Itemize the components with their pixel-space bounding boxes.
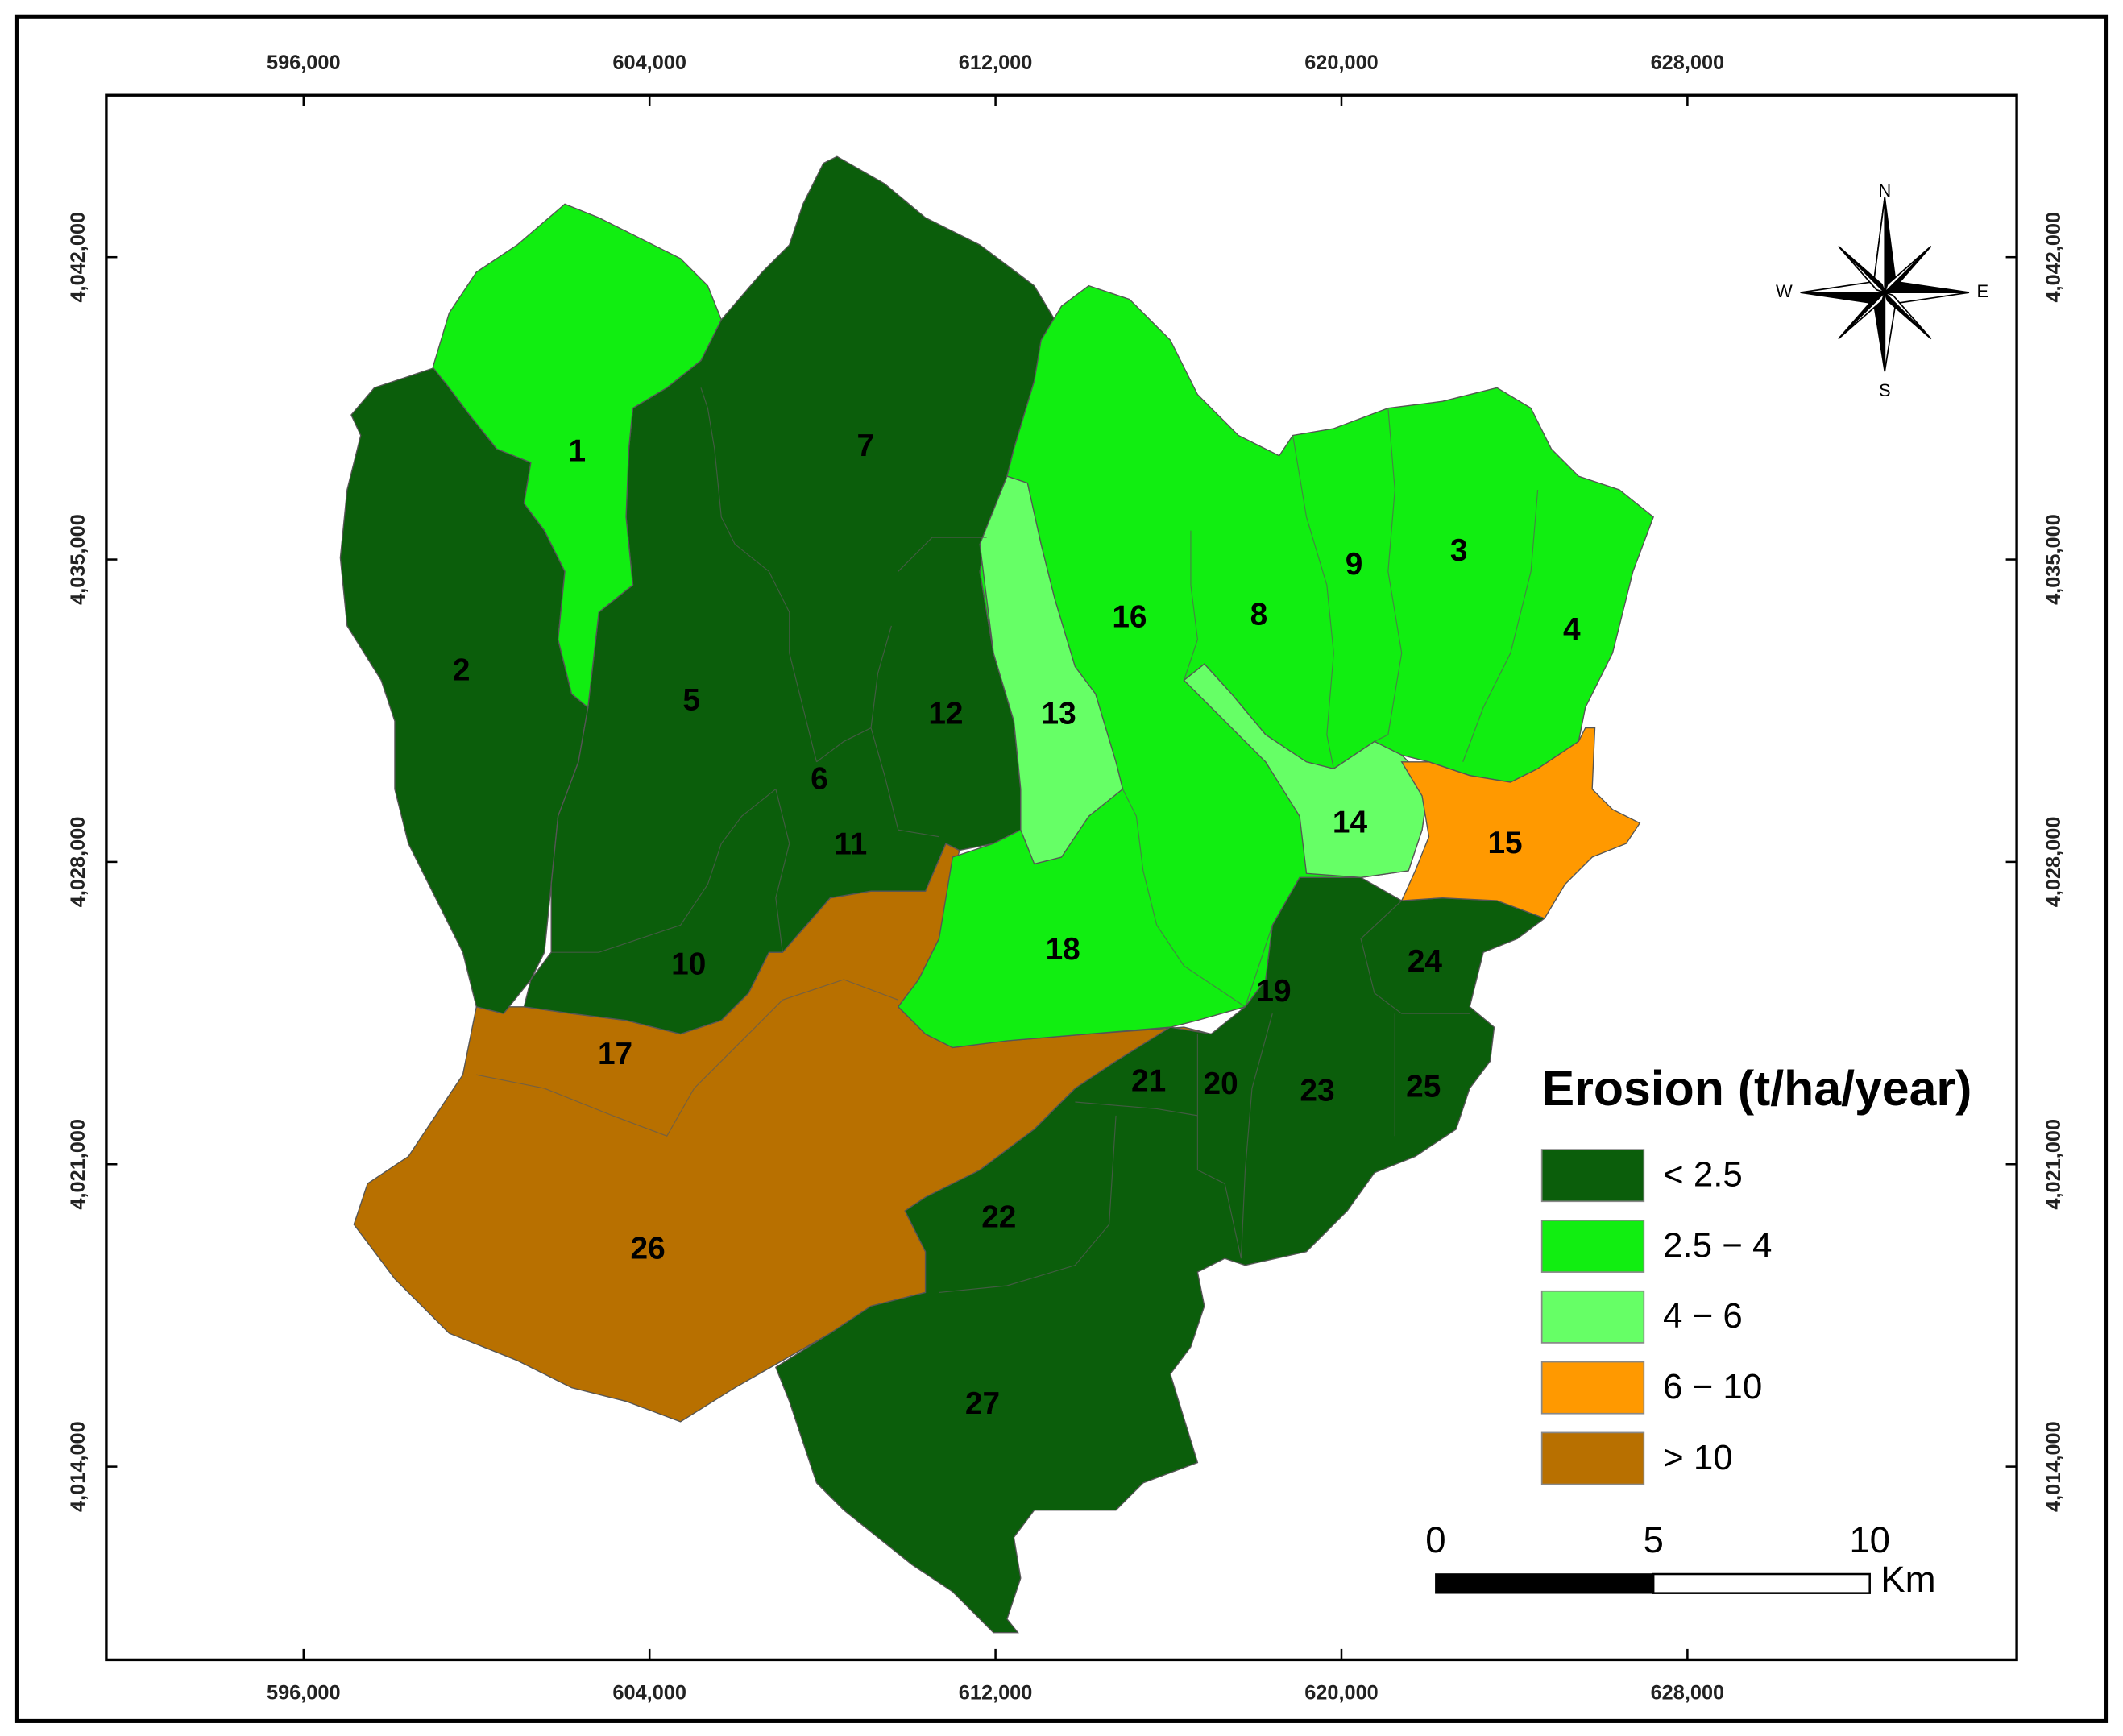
subbasin-label: 13 xyxy=(1042,697,1076,731)
compass-e: E xyxy=(1977,281,1989,301)
legend-label: 2.5 − 4 xyxy=(1663,1225,1773,1265)
subbasin-label: 17 xyxy=(598,1037,632,1071)
subbasin-label: 10 xyxy=(671,947,706,981)
subbasin-label: 27 xyxy=(965,1386,1000,1421)
region xyxy=(1400,727,1641,919)
x-tick-label: 604,000 xyxy=(612,52,686,74)
legend-title: Erosion (t/ha/year) xyxy=(1542,1061,1972,1116)
subbasin-label: 12 xyxy=(928,697,963,731)
subbasin-label: 6 xyxy=(811,762,828,797)
compass-w: W xyxy=(1776,281,1793,301)
x-tick-label: 628,000 xyxy=(1651,52,1725,74)
compass-n: N xyxy=(1878,180,1891,201)
legend-label: 4 − 6 xyxy=(1663,1296,1743,1336)
subbasin-label: 5 xyxy=(682,683,700,718)
legend-swatch xyxy=(1540,1290,1645,1344)
subbasin-label: 9 xyxy=(1346,547,1363,582)
compass: N S E W xyxy=(1776,180,1988,400)
subbasin-label: 20 xyxy=(1203,1067,1238,1101)
subbasin-label: 26 xyxy=(630,1231,665,1266)
y-tick-label: 4,028,000 xyxy=(2042,817,2065,908)
y-tick-label: 4,042,000 xyxy=(67,212,89,303)
subbasin-label: 24 xyxy=(1408,944,1443,979)
y-tick-label: 4,014,000 xyxy=(2042,1421,2065,1512)
scale-label: 5 xyxy=(1643,1519,1663,1560)
subbasin-label: 14 xyxy=(1333,806,1368,840)
x-tick-label: 620,000 xyxy=(1304,1681,1379,1704)
subbasin-label: 3 xyxy=(1450,533,1468,568)
legend-swatch xyxy=(1540,1361,1645,1415)
y-tick-label: 4,014,000 xyxy=(67,1421,89,1512)
subbasin-label: 21 xyxy=(1131,1064,1166,1099)
map-frame xyxy=(105,93,2018,1662)
x-tick-label: 612,000 xyxy=(959,52,1033,74)
legend: < 2.5 2.5 − 4 4 − 6 6 − 10 > 10 xyxy=(1540,1149,1773,1485)
legend-label: > 10 xyxy=(1663,1438,1733,1477)
subbasins xyxy=(339,155,1654,1634)
subbasin-label: 8 xyxy=(1250,597,1268,632)
legend-swatch xyxy=(1540,1149,1645,1203)
subbasin-label: 4 xyxy=(1563,612,1581,647)
subbasin-label: 22 xyxy=(981,1199,1016,1234)
region xyxy=(523,155,1055,1035)
subbasin-label: 25 xyxy=(1406,1069,1441,1104)
scale-label: 10 xyxy=(1849,1519,1890,1560)
legend-label: < 2.5 xyxy=(1663,1154,1743,1194)
scale-label: 0 xyxy=(1425,1519,1445,1560)
subbasin-label: 23 xyxy=(1300,1073,1334,1108)
subbasin-label: 19 xyxy=(1256,974,1291,1009)
scale-unit: Km xyxy=(1880,1559,1935,1600)
legend-swatch xyxy=(1540,1431,1645,1485)
y-tick-label: 4,035,000 xyxy=(2042,514,2065,605)
y-tick-label: 4,021,000 xyxy=(67,1119,89,1210)
region xyxy=(432,203,723,709)
y-tick-label: 4,042,000 xyxy=(2042,212,2065,303)
boundary xyxy=(476,387,1539,1294)
subbasin-label: 2 xyxy=(453,653,471,688)
x-tick-label: 612,000 xyxy=(959,1681,1033,1704)
legend-swatch xyxy=(1540,1220,1645,1273)
subbasin-label: 11 xyxy=(834,827,867,862)
x-tick-label: 604,000 xyxy=(612,1681,686,1704)
y-tick-label: 4,035,000 xyxy=(67,514,89,605)
coordinate-ticks: 596,000 596,000 604,000 604,000 612,000 612,0… xyxy=(67,52,2065,1704)
compass-s: S xyxy=(1879,380,1891,400)
subbasin-label: 18 xyxy=(1046,932,1080,967)
y-tick-label: 4,021,000 xyxy=(2042,1119,2065,1210)
x-tick-label: 620,000 xyxy=(1304,52,1379,74)
subbasin-label: 1 xyxy=(568,434,586,469)
outer-frame xyxy=(14,14,2109,1723)
subbasin-label: 7 xyxy=(856,429,874,463)
x-tick-label: 628,000 xyxy=(1651,1681,1725,1704)
x-tick-label: 596,000 xyxy=(267,52,341,74)
x-tick-label: 596,000 xyxy=(267,1681,341,1704)
y-tick-label: 4,028,000 xyxy=(67,817,89,908)
legend-label: 6 − 10 xyxy=(1663,1367,1762,1407)
subbasin-label: 16 xyxy=(1112,600,1147,635)
scale-bar: 0 5 10 Km xyxy=(1425,1519,1935,1600)
subbasin-label: 15 xyxy=(1487,826,1522,860)
